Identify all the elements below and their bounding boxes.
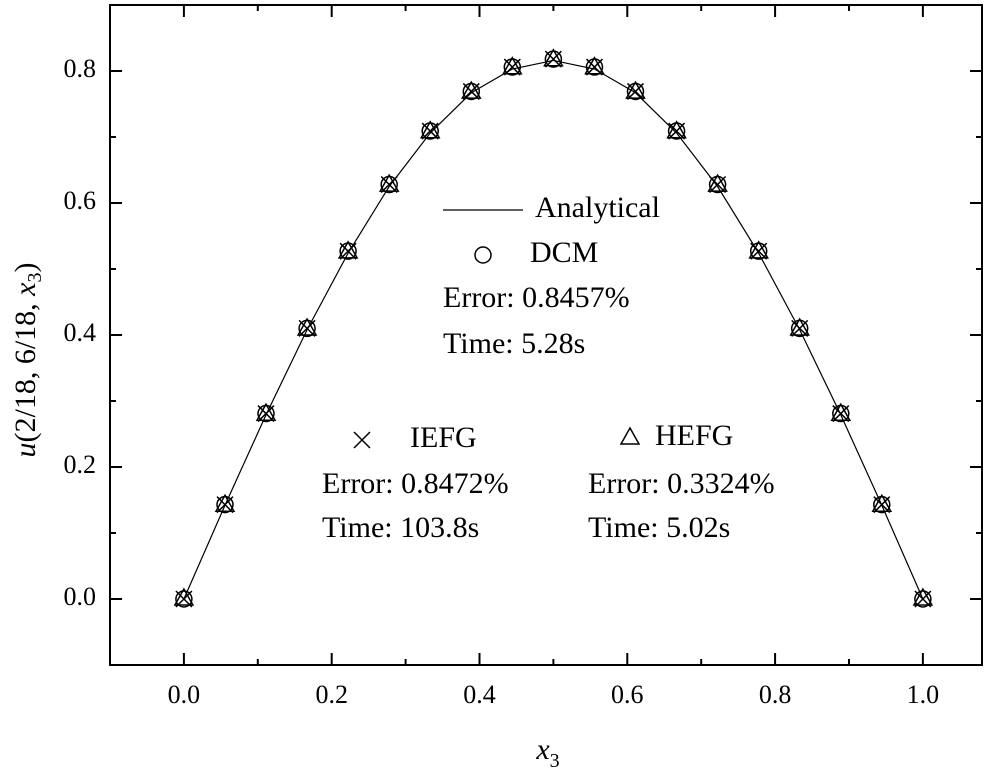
cross-marker	[668, 122, 686, 140]
y-label-sub: 3	[24, 273, 46, 283]
triangle-marker	[296, 317, 318, 336]
triangle-marker	[666, 120, 687, 139]
cross-marker	[298, 319, 316, 337]
y-axis-label: u(2/18, 6/18, x3)	[9, 263, 46, 458]
cross-marker	[421, 122, 439, 140]
triangle-marker	[912, 587, 934, 606]
circle-marker	[914, 590, 932, 608]
legend-marker	[619, 426, 641, 445]
x-tick-label: 0.4	[463, 680, 496, 709]
triangle-marker	[543, 48, 564, 67]
series-line	[183, 59, 924, 600]
annotation-error: Error: 0.8457%	[443, 281, 630, 314]
cross-marker	[585, 58, 604, 76]
annotation-error: Error: 0.3324%	[588, 467, 775, 500]
legend-marker	[474, 246, 492, 264]
x-label-var: x	[535, 733, 550, 766]
cross-marker	[503, 58, 521, 76]
x-tick-label: 0.8	[759, 680, 792, 709]
legend-marker	[353, 431, 371, 449]
x-tick-label: 1.0	[907, 680, 940, 709]
triangle-marker	[378, 173, 400, 192]
y-label-var: x	[9, 282, 42, 297]
annotation-time: Time: 5.28s	[443, 327, 585, 360]
triangle-marker	[789, 317, 810, 336]
triangle-marker	[707, 173, 728, 192]
x-axis-label: x3	[535, 733, 559, 772]
triangle-marker	[584, 56, 605, 75]
triangle-marker	[748, 240, 769, 259]
annotation-time: Time: 5.02s	[588, 511, 730, 544]
y-tick-label: 0.4	[64, 318, 97, 347]
y-tick-label: 0.6	[64, 186, 97, 215]
triangle-marker	[337, 240, 359, 259]
cross-marker	[626, 82, 645, 100]
y-tick-label: 0.2	[64, 450, 97, 479]
triangle-marker	[419, 120, 441, 139]
x-label-sub: 3	[550, 750, 560, 772]
triangle-marker	[214, 493, 236, 513]
cross-marker	[339, 242, 357, 260]
circle-marker	[175, 590, 193, 608]
x-tick-label: 0.2	[315, 680, 348, 709]
cross-marker	[791, 319, 809, 337]
y-label-close: )	[9, 263, 42, 273]
cross-marker	[709, 175, 727, 194]
triangle-marker	[255, 402, 277, 421]
legend-label: HEFG	[655, 419, 733, 452]
y-tick-label: 0.8	[64, 54, 97, 83]
cross-marker	[462, 82, 480, 100]
y-label-var: u	[9, 443, 42, 458]
cross-marker	[873, 496, 891, 514]
triangle-marker	[173, 587, 195, 606]
cross-marker	[216, 496, 234, 514]
legend-label: IEFG	[410, 421, 477, 454]
triangle-marker	[830, 402, 852, 421]
legend-label: DCM	[530, 236, 598, 269]
annotation-time: Time: 103.8s	[322, 511, 479, 544]
cross-marker	[750, 242, 768, 260]
x-tick-label: 0.0	[168, 680, 201, 709]
triangle-marker	[502, 56, 523, 75]
triangle-marker	[625, 80, 646, 99]
y-tick-label: 0.0	[64, 582, 97, 611]
cross-marker	[832, 405, 850, 423]
annotation-error: Error: 0.8472%	[322, 467, 509, 500]
y-label-args: (2/18, 6/18,	[9, 296, 42, 443]
cross-marker	[544, 50, 562, 68]
x-tick-label: 0.6	[611, 680, 644, 709]
cross-marker	[257, 405, 275, 423]
legend-label: Analytical	[535, 191, 660, 224]
triangle-marker	[461, 80, 482, 99]
triangle-marker	[871, 493, 893, 513]
cross-marker	[380, 175, 398, 194]
